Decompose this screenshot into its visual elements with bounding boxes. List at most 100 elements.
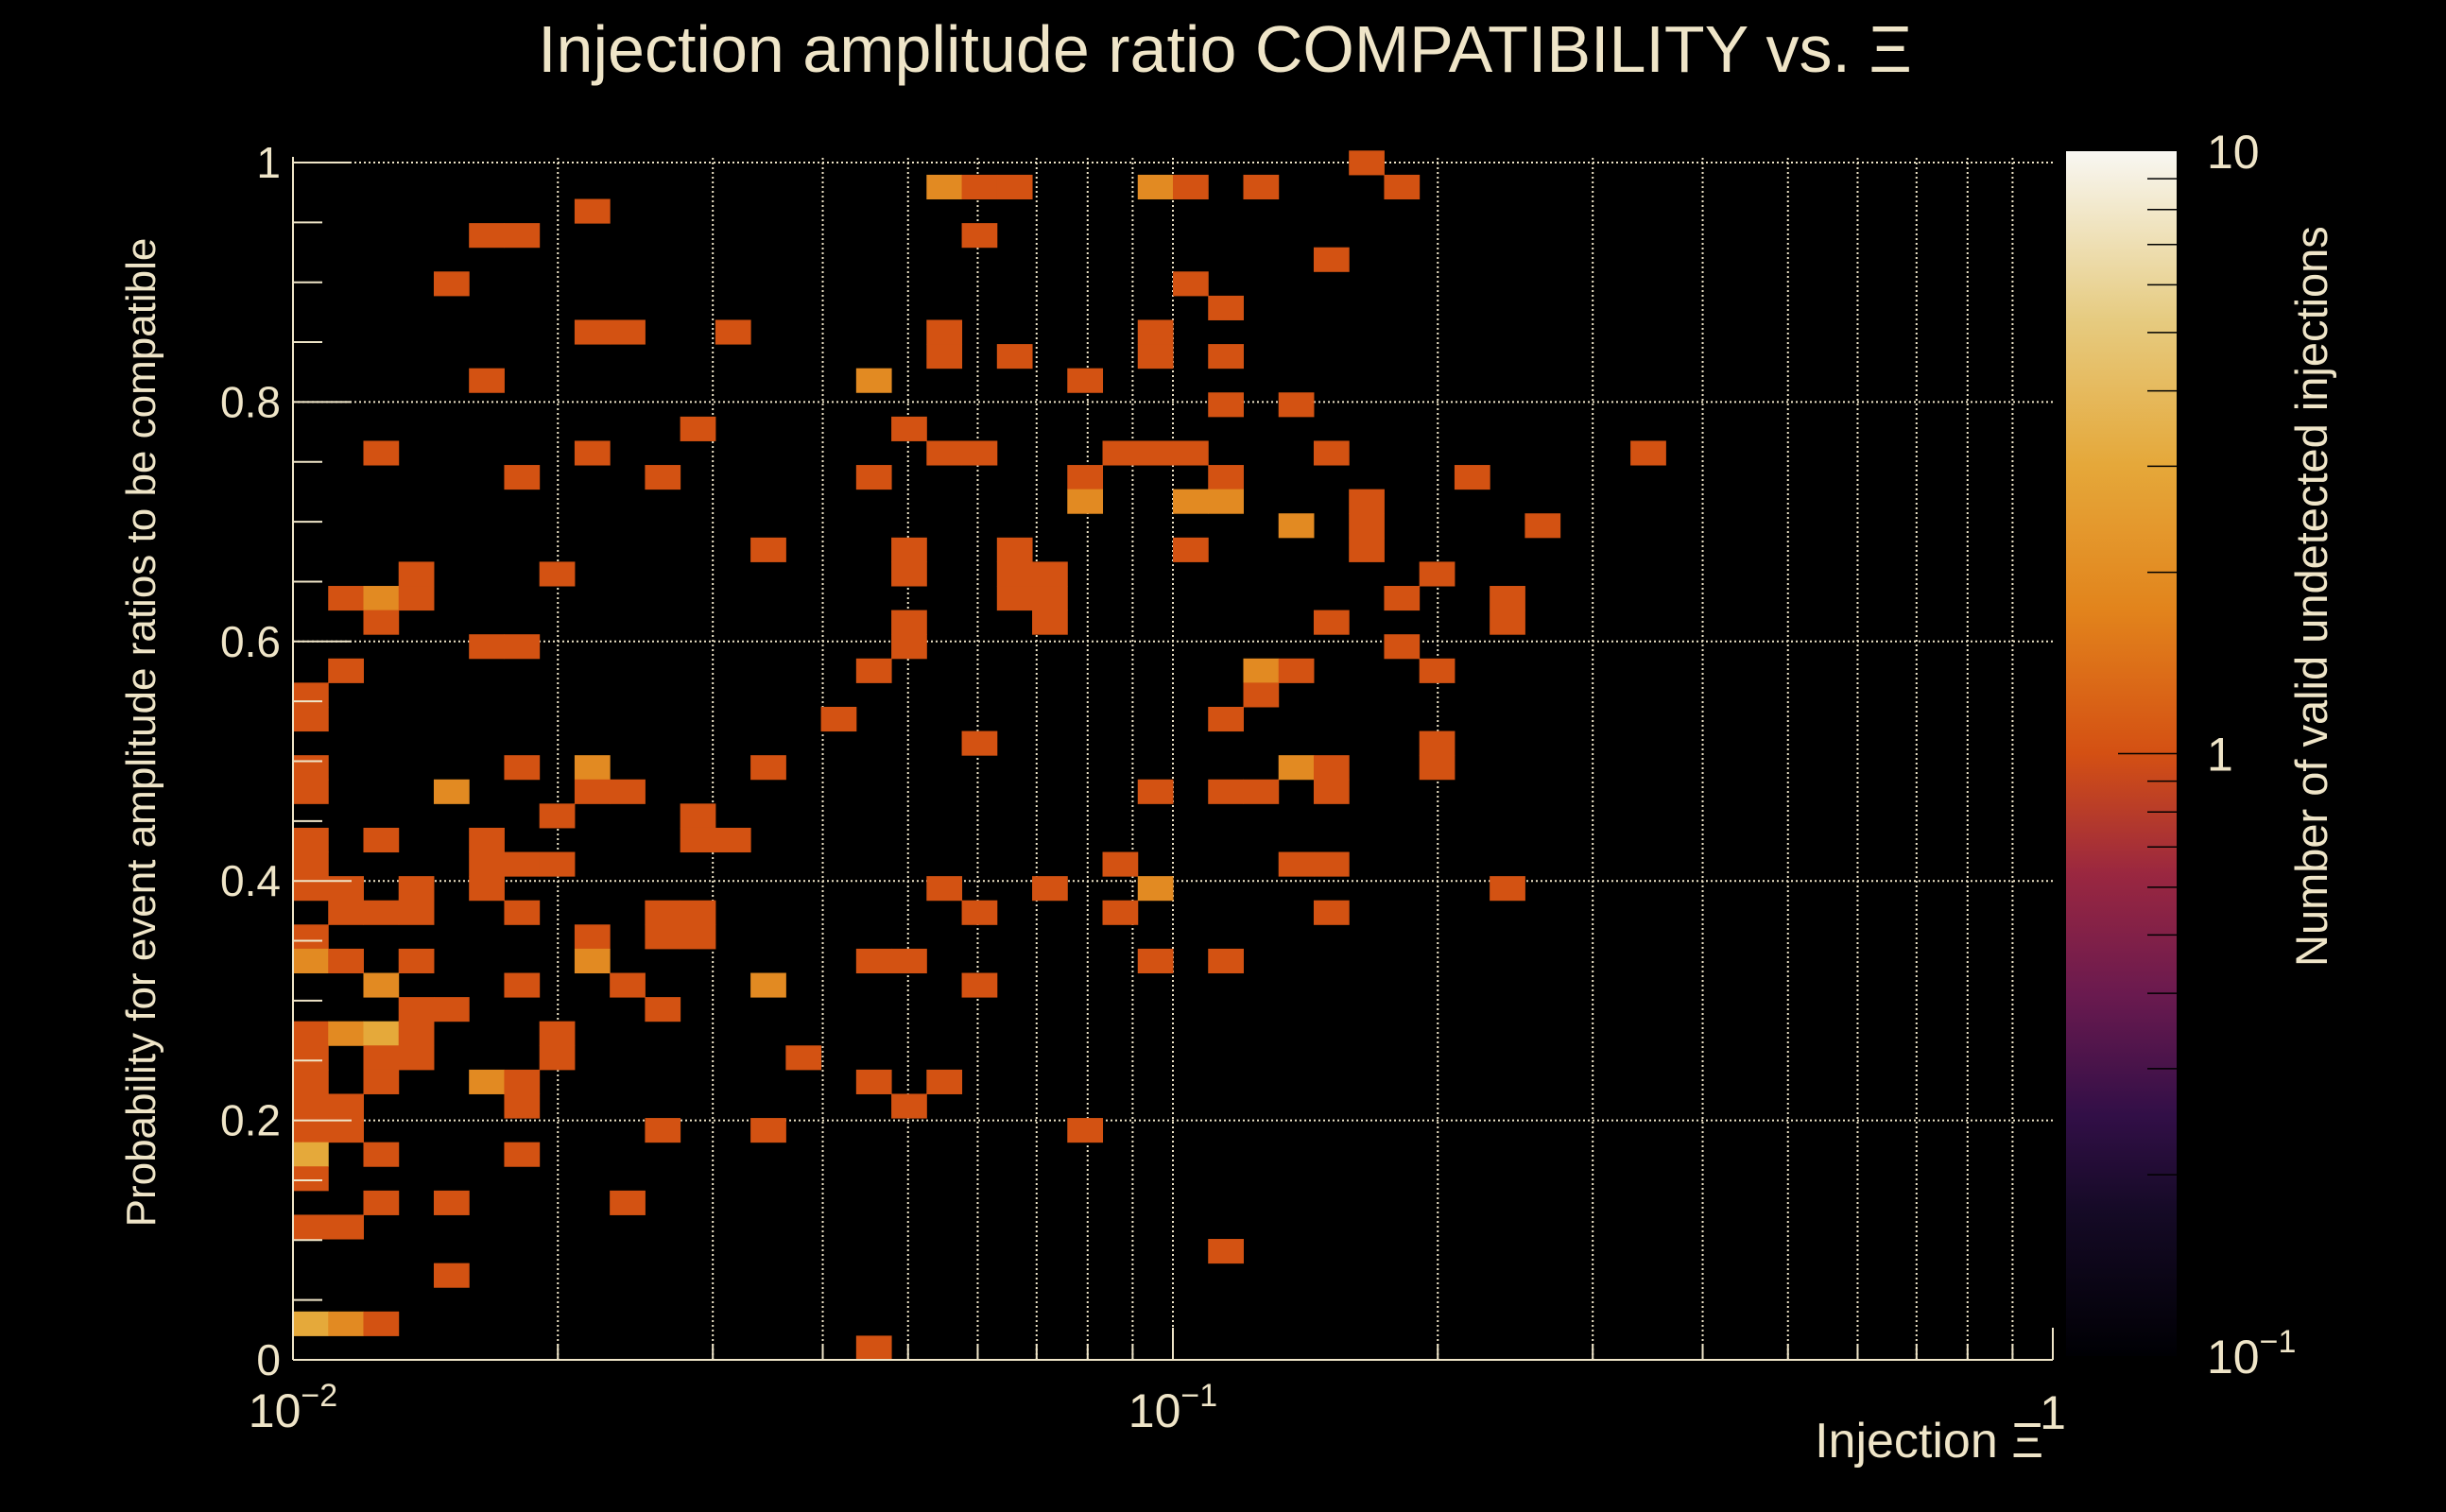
heatmap-cell bbox=[1313, 900, 1350, 925]
heatmap-cell bbox=[1173, 440, 1209, 466]
heatmap-cell bbox=[293, 827, 329, 853]
heatmap-cell bbox=[1137, 319, 1174, 345]
heatmap-cell bbox=[398, 561, 435, 587]
heatmap-cell bbox=[1208, 295, 1244, 320]
heatmap-cell bbox=[1278, 755, 1315, 781]
heatmap-cell bbox=[961, 972, 998, 998]
heatmap-cell bbox=[363, 1021, 400, 1046]
heatmap-cell bbox=[610, 779, 646, 804]
heatmap-cell bbox=[469, 223, 505, 249]
heatmap-cell bbox=[1313, 247, 1350, 272]
heatmap-cell bbox=[1102, 900, 1139, 925]
heatmap-cell bbox=[363, 586, 400, 611]
heatmap-cell bbox=[363, 610, 400, 635]
heatmap-cell bbox=[926, 1069, 963, 1094]
heatmap-cell bbox=[504, 223, 541, 249]
heatmap-cell bbox=[539, 851, 576, 877]
heatmap-cell bbox=[1243, 174, 1280, 200]
heatmap-cell bbox=[293, 706, 329, 732]
heatmap-cell bbox=[363, 1069, 400, 1094]
heatmap-cell bbox=[293, 1166, 329, 1192]
heatmap-cell bbox=[680, 803, 716, 829]
heatmap-cell bbox=[750, 537, 786, 562]
heatmap-cell bbox=[1419, 658, 1456, 683]
heatmap-cell bbox=[398, 586, 435, 611]
heatmap-cell bbox=[891, 561, 927, 587]
heatmap-cell bbox=[328, 948, 364, 974]
y-tick-label: 0 bbox=[256, 1335, 281, 1384]
heatmap-cell bbox=[328, 900, 364, 925]
heatmap-cell bbox=[645, 900, 681, 925]
heatmap-cell bbox=[328, 1214, 364, 1240]
heatmap-cell bbox=[926, 876, 963, 902]
heatmap-cell bbox=[328, 658, 364, 683]
heatmap-cell bbox=[645, 465, 681, 490]
heatmap-cell bbox=[1032, 876, 1068, 902]
heatmap-cell bbox=[996, 344, 1033, 369]
heatmap-cell bbox=[645, 997, 681, 1022]
heatmap-cell bbox=[1032, 561, 1068, 587]
heatmap-cell bbox=[1067, 489, 1104, 514]
heatmap-cell bbox=[293, 1311, 329, 1336]
heatmap-cell bbox=[363, 440, 400, 466]
heatmap-cell bbox=[398, 876, 435, 902]
colorbar-tick-label-base: 10 bbox=[2207, 1331, 2260, 1383]
y-tick-label: 0.6 bbox=[220, 617, 281, 666]
heatmap-cell bbox=[961, 223, 998, 249]
heatmap-cell bbox=[433, 997, 470, 1022]
heatmap-cell bbox=[1313, 610, 1350, 635]
heatmap-cell bbox=[328, 586, 364, 611]
heatmap-cell bbox=[504, 900, 541, 925]
heatmap-cell bbox=[574, 948, 611, 974]
heatmap-cell bbox=[1524, 513, 1561, 539]
heatmap-cell bbox=[328, 1118, 364, 1143]
heatmap-cell bbox=[1243, 779, 1280, 804]
heatmap-cell bbox=[610, 1190, 646, 1215]
heatmap-cell bbox=[855, 465, 892, 490]
heatmap-cell bbox=[1137, 174, 1174, 200]
heatmap-cell bbox=[926, 344, 963, 369]
heatmap-cell bbox=[433, 271, 470, 297]
heatmap-cell bbox=[645, 1118, 681, 1143]
heatmap-cell bbox=[961, 174, 998, 200]
heatmap-cell bbox=[961, 900, 998, 925]
heatmap-cell bbox=[293, 755, 329, 781]
heatmap-cell bbox=[293, 682, 329, 708]
heatmap-cell bbox=[891, 1093, 927, 1119]
heatmap-cell bbox=[1067, 465, 1104, 490]
axes bbox=[292, 157, 2054, 1361]
heatmap-cell bbox=[1278, 658, 1315, 683]
heatmap-cell bbox=[1173, 271, 1209, 297]
heatmap-cell bbox=[1208, 948, 1244, 974]
heatmap-cell bbox=[504, 851, 541, 877]
heatmap-cell bbox=[293, 1118, 329, 1143]
heatmap-cell bbox=[1313, 755, 1350, 781]
heatmap-cell bbox=[504, 1093, 541, 1119]
x-tick-label-exponent: −1 bbox=[1180, 1378, 1217, 1414]
heatmap-cell bbox=[328, 1021, 364, 1046]
heatmap-cell bbox=[996, 537, 1033, 562]
heatmap-cell bbox=[1208, 706, 1244, 732]
x-tick-label: 1 bbox=[2040, 1386, 2066, 1439]
heatmap-cell bbox=[1384, 586, 1421, 611]
heatmap-cell bbox=[996, 586, 1033, 611]
x-axis-label: Injection Ξ bbox=[1815, 1414, 2043, 1469]
heatmap-cell bbox=[1137, 948, 1174, 974]
x-tick-label-base: 10 bbox=[1128, 1384, 1181, 1437]
heatmap-cell bbox=[855, 658, 892, 683]
heatmap-cell bbox=[680, 416, 716, 441]
heatmap-cell bbox=[433, 1190, 470, 1215]
heatmap-cell bbox=[1419, 755, 1456, 781]
heatmap-cell bbox=[1349, 150, 1385, 176]
heatmap-cell bbox=[855, 368, 892, 393]
heatmap-cell bbox=[574, 779, 611, 804]
y-axis-label: Probability for event amplitude ratios t… bbox=[118, 238, 164, 1228]
heatmap-cell bbox=[1208, 779, 1244, 804]
heatmap-cell bbox=[469, 634, 505, 660]
heatmap-cell bbox=[855, 1335, 892, 1361]
heatmap-cell bbox=[398, 997, 435, 1022]
heatmap-cell bbox=[855, 1069, 892, 1094]
heatmap-cell bbox=[398, 900, 435, 925]
heatmap-cell bbox=[1208, 465, 1244, 490]
x-tick-label-base: 1 bbox=[2040, 1386, 2066, 1439]
